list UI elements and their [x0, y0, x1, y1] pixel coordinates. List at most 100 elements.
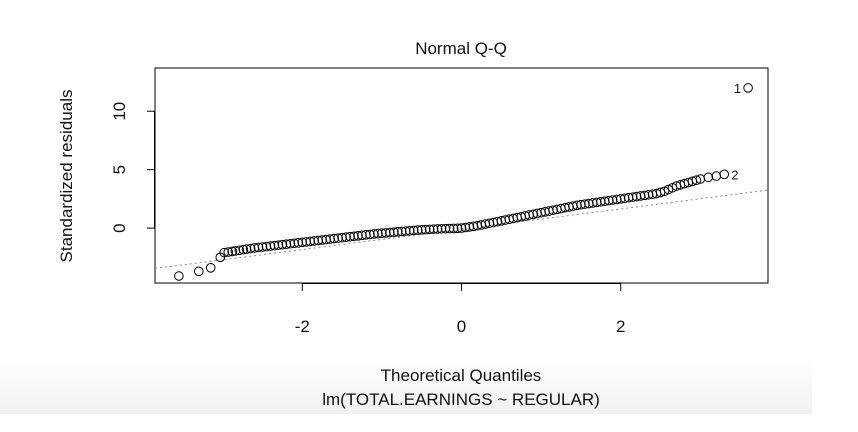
- qq-point: [385, 227, 395, 238]
- qq-point: [393, 227, 403, 237]
- qq-point: [361, 230, 371, 240]
- qq-point: [623, 192, 634, 203]
- qq-point: [241, 244, 252, 254]
- qq-point: [265, 241, 276, 251]
- qq-point: [369, 229, 379, 239]
- qq-point: [238, 244, 249, 255]
- y-tick-label: 0: [110, 223, 129, 232]
- qq-point: [639, 190, 650, 201]
- qq-point: [269, 240, 280, 251]
- qq-point: [408, 225, 419, 236]
- qq-point: [580, 199, 590, 209]
- qq-point: [691, 175, 702, 185]
- qq-point: [349, 231, 359, 242]
- y-tick-label: 10: [110, 102, 129, 121]
- qq-point: [377, 228, 387, 239]
- qq-point: [412, 225, 423, 235]
- qq-point: [703, 172, 714, 183]
- qq-point: [277, 239, 288, 250]
- qq-point: [389, 227, 399, 237]
- qq-point: [592, 197, 602, 208]
- qq-point: [174, 271, 184, 281]
- qq-point: [603, 195, 614, 206]
- qq-point: [596, 196, 606, 207]
- qq-point: [444, 223, 455, 234]
- qq-point: [329, 233, 339, 244]
- qq-point: [341, 232, 351, 242]
- qq-point: [428, 224, 439, 234]
- qq-point: [234, 245, 245, 256]
- qq-point: [452, 223, 463, 234]
- qq-point: [396, 226, 407, 237]
- x-tick-label: 0: [457, 317, 466, 336]
- qq-point: [420, 224, 431, 235]
- qq-point: [631, 191, 642, 202]
- qq-point: [464, 222, 475, 232]
- qq-point: [373, 228, 383, 239]
- qq-point: [743, 83, 753, 93]
- qq-point: [257, 242, 268, 252]
- qq-point: [273, 240, 284, 250]
- qq-point: [365, 229, 375, 240]
- qq-point: [436, 223, 447, 234]
- qq-point: [230, 246, 241, 256]
- point-annotation: 2: [731, 167, 738, 182]
- qq-point: [223, 247, 234, 257]
- x-tick-label: -2: [295, 317, 310, 336]
- qq-point: [404, 225, 415, 236]
- qq-point: [227, 246, 238, 257]
- qq-point: [619, 193, 630, 204]
- qq-point: [293, 238, 304, 248]
- qq-point: [460, 222, 471, 233]
- qq-point: [456, 223, 467, 233]
- qq-point: [345, 231, 355, 242]
- qq-point: [599, 196, 610, 207]
- qq-point: [381, 228, 391, 238]
- qq-point: [321, 234, 331, 245]
- qq-point: [572, 200, 582, 211]
- axes-layer: -2 0 2 0 5 10: [110, 67, 769, 336]
- annotation-layer: 12: [731, 81, 741, 182]
- qq-point: [289, 238, 300, 249]
- qq-point: [325, 234, 335, 244]
- qq-point: [635, 191, 646, 201]
- qq-point: [588, 198, 598, 208]
- qq-point: [607, 195, 618, 205]
- qq-point: [249, 243, 260, 253]
- qq-point: [253, 242, 264, 253]
- qq-point: [205, 263, 216, 273]
- qq-point: [611, 194, 622, 205]
- qq-point: [281, 239, 292, 250]
- qq-point: [424, 224, 435, 235]
- qq-point: [297, 237, 308, 248]
- qq-point: [357, 230, 367, 241]
- y-axis-label: Standardized residuals: [57, 90, 76, 263]
- qq-point: [416, 225, 427, 235]
- y-tick-label: 5: [110, 165, 129, 174]
- qq-point: [643, 189, 654, 200]
- qq-point: [711, 171, 722, 181]
- qq-point: [576, 199, 586, 210]
- qq-point: [305, 236, 316, 247]
- qq-point: [627, 192, 638, 202]
- qq-point: [285, 238, 296, 249]
- x-tick-label: 2: [616, 317, 625, 336]
- qq-point: [309, 236, 320, 246]
- x-axis-label: Theoretical Quantiles: [381, 366, 542, 385]
- qq-point: [261, 241, 272, 252]
- qq-point: [353, 230, 363, 241]
- qq-point: [193, 266, 204, 277]
- qq-point: [245, 243, 256, 254]
- qq-point: [615, 194, 626, 204]
- qq-point: [337, 232, 347, 243]
- qq-point: [313, 235, 324, 246]
- qq-point: [584, 198, 594, 209]
- chart-subtitle: lm(TOTAL.EARNINGS ~ REGULAR): [322, 390, 600, 409]
- qq-point: [432, 224, 443, 234]
- point-annotation: 1: [734, 81, 741, 96]
- qq-point: [400, 226, 411, 236]
- qq-point: [333, 233, 343, 243]
- qq-point: [317, 235, 327, 245]
- qq-point: [440, 223, 451, 234]
